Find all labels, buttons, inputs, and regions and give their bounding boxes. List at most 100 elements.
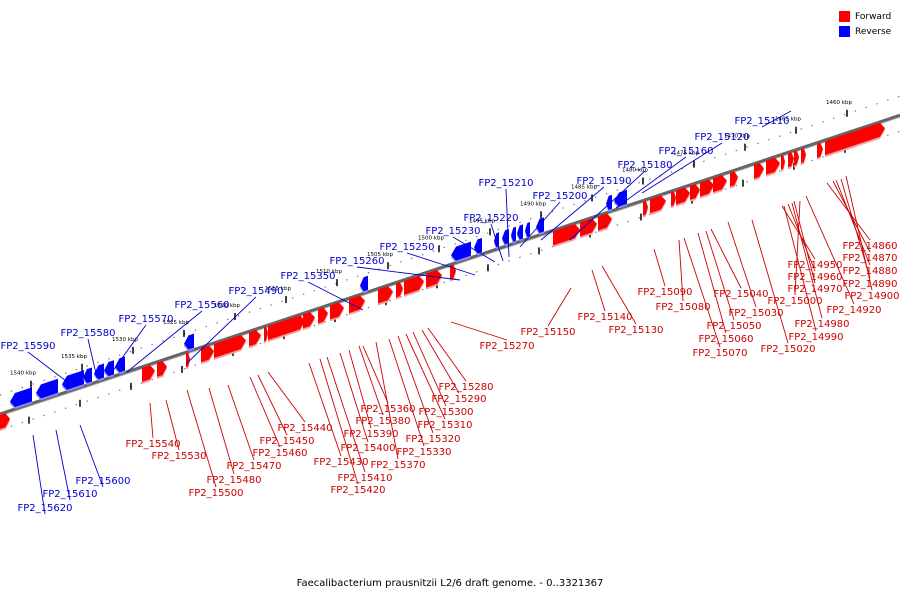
- gene-body: [825, 122, 885, 156]
- forward-gene-label: FP2_15400: [341, 443, 396, 454]
- forward-gene-label: FP2_14860: [843, 241, 898, 252]
- gene-body: [396, 282, 403, 298]
- reverse-gene-label: FP2_15180: [618, 160, 673, 171]
- forward-gene: [650, 195, 666, 216]
- leader-line: [257, 374, 288, 436]
- gene-body: [268, 315, 305, 340]
- forward-gene-label: FP2_14990: [789, 332, 844, 343]
- forward-swatch: [839, 11, 850, 22]
- leader-line: [697, 232, 727, 334]
- gene-body: [201, 345, 214, 363]
- forward-gene-label: FP2_15460: [253, 448, 308, 459]
- forward-gene: [643, 200, 648, 218]
- leader-line: [683, 237, 721, 348]
- gene-label-group: FP2_15040: [714, 289, 769, 300]
- forward-gene: [157, 361, 167, 379]
- gene-features: [0, 122, 885, 431]
- gene-label-group: FP2_15280: [439, 382, 494, 393]
- tick-label: 1525 kbp: [163, 320, 189, 326]
- leader-line: [787, 203, 816, 272]
- tick-label: 1500 kbp: [418, 235, 444, 241]
- reverse-gene-label: FP2_15560: [175, 300, 230, 311]
- gene-label-group: FP2_15560: [175, 300, 230, 311]
- gene-body: [378, 286, 393, 304]
- forward-gene-label: FP2_15030: [729, 308, 784, 319]
- forward-gene-label: FP2_15050: [707, 321, 762, 332]
- gene-label-group: FP2_15390: [344, 429, 399, 440]
- tick-label: 1485 kbp: [571, 184, 597, 190]
- gene-body: [700, 179, 714, 197]
- gene-body: [794, 150, 799, 166]
- forward-gene-label: FP2_14980: [795, 319, 850, 330]
- gene-label-group: FP2_15460: [253, 448, 308, 459]
- leader-line: [249, 376, 281, 448]
- gene-label-group: FP2_15300: [419, 407, 474, 418]
- gene-label-group: FP2_15250: [380, 242, 435, 253]
- forward-gene-label: FP2_15090: [638, 287, 693, 298]
- gene-body: [330, 302, 344, 320]
- forward-gene-label: FP2_15410: [338, 473, 393, 484]
- gene-label-group: FP2_14870: [843, 253, 898, 264]
- forward-gene-label: FP2_15000: [768, 296, 823, 307]
- forward-gene: [788, 152, 794, 170]
- gene-label-group: FP2_14960: [788, 272, 843, 283]
- leader-line: [710, 228, 742, 289]
- reverse-gene: [10, 387, 32, 409]
- reverse-gene: [511, 226, 516, 244]
- scale-tick: 1540 kbp: [10, 371, 36, 424]
- gene-body: [788, 152, 794, 168]
- gene-label-group: FP2_15190: [577, 176, 632, 187]
- scale-ticks: 1460 kbp 1465 kbp 1470 kbp 1475 kbp 1480 kbp…: [10, 100, 852, 424]
- gene-label-group: FP2_15380: [356, 416, 411, 427]
- leader-line: [412, 331, 447, 407]
- gene-label-group: FP2_15050: [707, 321, 762, 332]
- gene-label-group: FP2_15110: [735, 116, 790, 127]
- gene-label-group: FP2_15450: [260, 436, 315, 447]
- reverse-gene: [83, 367, 92, 386]
- forward-gene: [264, 326, 268, 344]
- gene-body: [349, 295, 365, 314]
- scale-tick: 1530 kbp: [112, 337, 138, 390]
- legend-forward-label: Forward: [855, 11, 892, 22]
- leader-line: [793, 200, 816, 284]
- gene-label-group: FP2_15600: [76, 476, 131, 487]
- leader-line: [87, 338, 98, 379]
- forward-gene-label: FP2_15040: [714, 289, 769, 300]
- forward-gene-label: FP2_15360: [361, 404, 416, 415]
- forward-gene-label: FP2_14920: [827, 305, 882, 316]
- tick-label: 1460 kbp: [826, 100, 852, 106]
- forward-gene: [404, 275, 424, 297]
- reverse-gene-label: FP2_15600: [76, 476, 131, 487]
- tick-label: 1505 kbp: [367, 252, 393, 258]
- reverse-gene-label: FP2_15160: [659, 146, 714, 157]
- reverse-gene-label: FP2_15250: [380, 242, 435, 253]
- gene-body: [580, 218, 597, 237]
- forward-gene-label: FP2_15060: [699, 334, 754, 345]
- gene-body: [303, 312, 315, 329]
- gene-body: [817, 142, 823, 158]
- reverse-gene-label: FP2_15110: [735, 116, 790, 127]
- gene-label-group: FP2_15260: [330, 256, 385, 267]
- gene-body: [713, 175, 727, 193]
- leader-line: [835, 179, 871, 266]
- forward-gene-label: FP2_14890: [843, 279, 898, 290]
- gene-label-group: FP2_14970: [788, 284, 843, 295]
- reverse-gene-label: FP2_15120: [695, 132, 750, 143]
- gene-body: [690, 184, 700, 200]
- gene-body: [0, 413, 10, 429]
- reverse-gene: [517, 224, 523, 242]
- leader-line: [547, 287, 572, 327]
- leader-line: [55, 429, 71, 501]
- forward-gene: [598, 213, 612, 233]
- reverse-swatch: [839, 26, 850, 37]
- gene-label-group: FP2_14880: [843, 266, 898, 277]
- leader-line: [358, 345, 384, 416]
- forward-gene: [580, 218, 597, 239]
- tick-label: 1480 kbp: [622, 168, 648, 174]
- reverse-gene-label: FP2_15260: [330, 256, 385, 267]
- leader-line: [375, 341, 399, 460]
- leader-line: [845, 175, 873, 291]
- forward-gene: [396, 282, 403, 300]
- gene-label-group: FP2_15200: [533, 191, 588, 202]
- gene-body: [676, 187, 690, 205]
